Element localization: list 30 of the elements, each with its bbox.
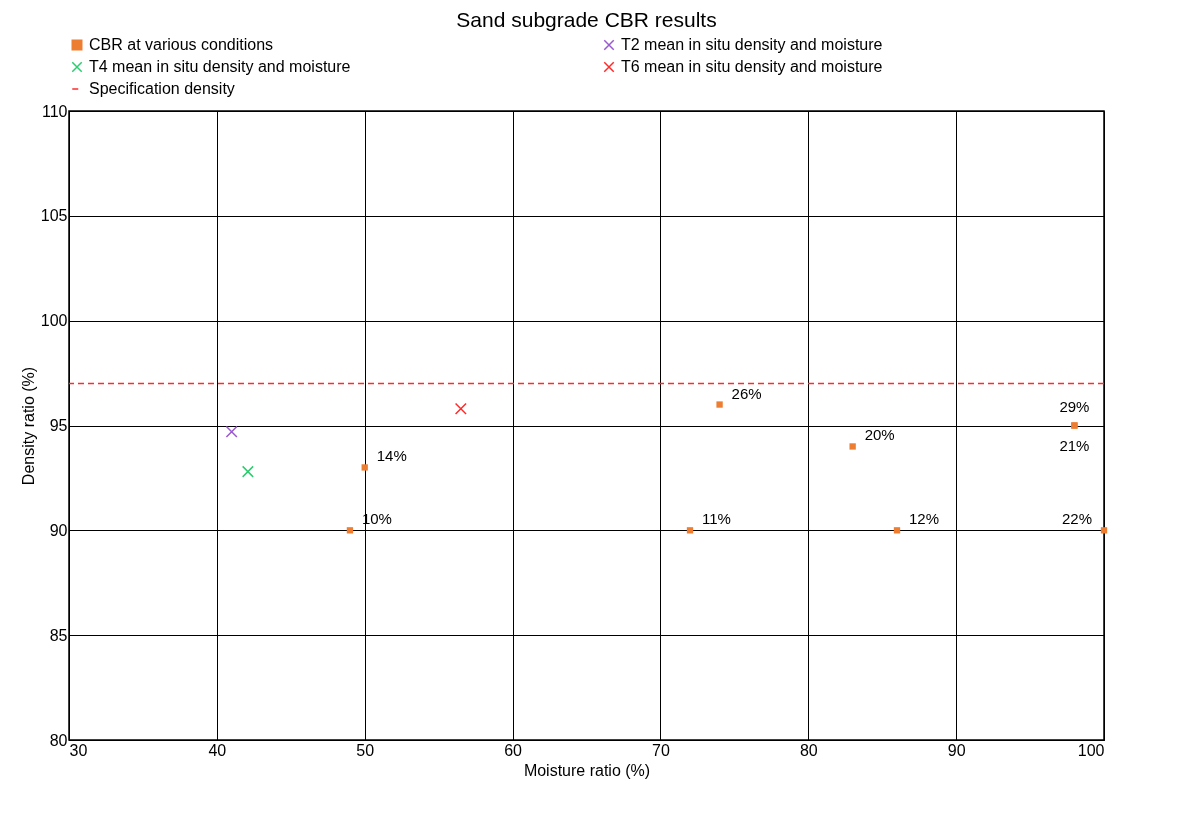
- x-tick-label: 40: [208, 741, 227, 759]
- chart-title: Sand subgrade CBR results: [456, 8, 717, 31]
- legend-label: T2 mean in situ density and moisture: [621, 36, 883, 53]
- y-tick-label: 100: [40, 312, 68, 330]
- x-tick-label: 70: [652, 741, 670, 759]
- x-tick-label: 60: [504, 741, 523, 759]
- annotation: 11%: [702, 510, 731, 528]
- x-tick-label: 80: [799, 741, 818, 759]
- y-axis-title: Density ratio (%): [19, 366, 37, 486]
- annotation: 29%: [1059, 397, 1090, 415]
- legend-label: T6 mean in situ density and moisture: [621, 58, 883, 75]
- x-axis-title: Moisture ratio (%): [523, 761, 651, 779]
- x-tick-label: 50: [356, 741, 375, 759]
- legend-label: CBR at various conditions: [89, 36, 274, 53]
- y-tick-label: 95: [49, 417, 68, 434]
- annotation: 12%: [909, 510, 940, 528]
- annotation: 26%: [731, 384, 762, 402]
- x-tick-label: 90: [947, 741, 966, 759]
- annotation: 21%: [1059, 436, 1090, 454]
- annotation: 14%: [376, 447, 407, 465]
- legend-label: Specification density: [89, 80, 235, 97]
- annotation: 20%: [864, 426, 895, 444]
- x-tick-label: 30: [69, 741, 88, 759]
- legend-label: T4 mean in situ density and moisture: [89, 58, 351, 75]
- y-tick-label: 90: [49, 521, 68, 539]
- y-tick-label: 105: [40, 207, 68, 225]
- x-tick-label: 100: [1077, 741, 1105, 759]
- annotation: 22%: [1061, 510, 1092, 528]
- y-tick-label: 85: [49, 626, 68, 644]
- y-tick-label: 110: [41, 102, 68, 120]
